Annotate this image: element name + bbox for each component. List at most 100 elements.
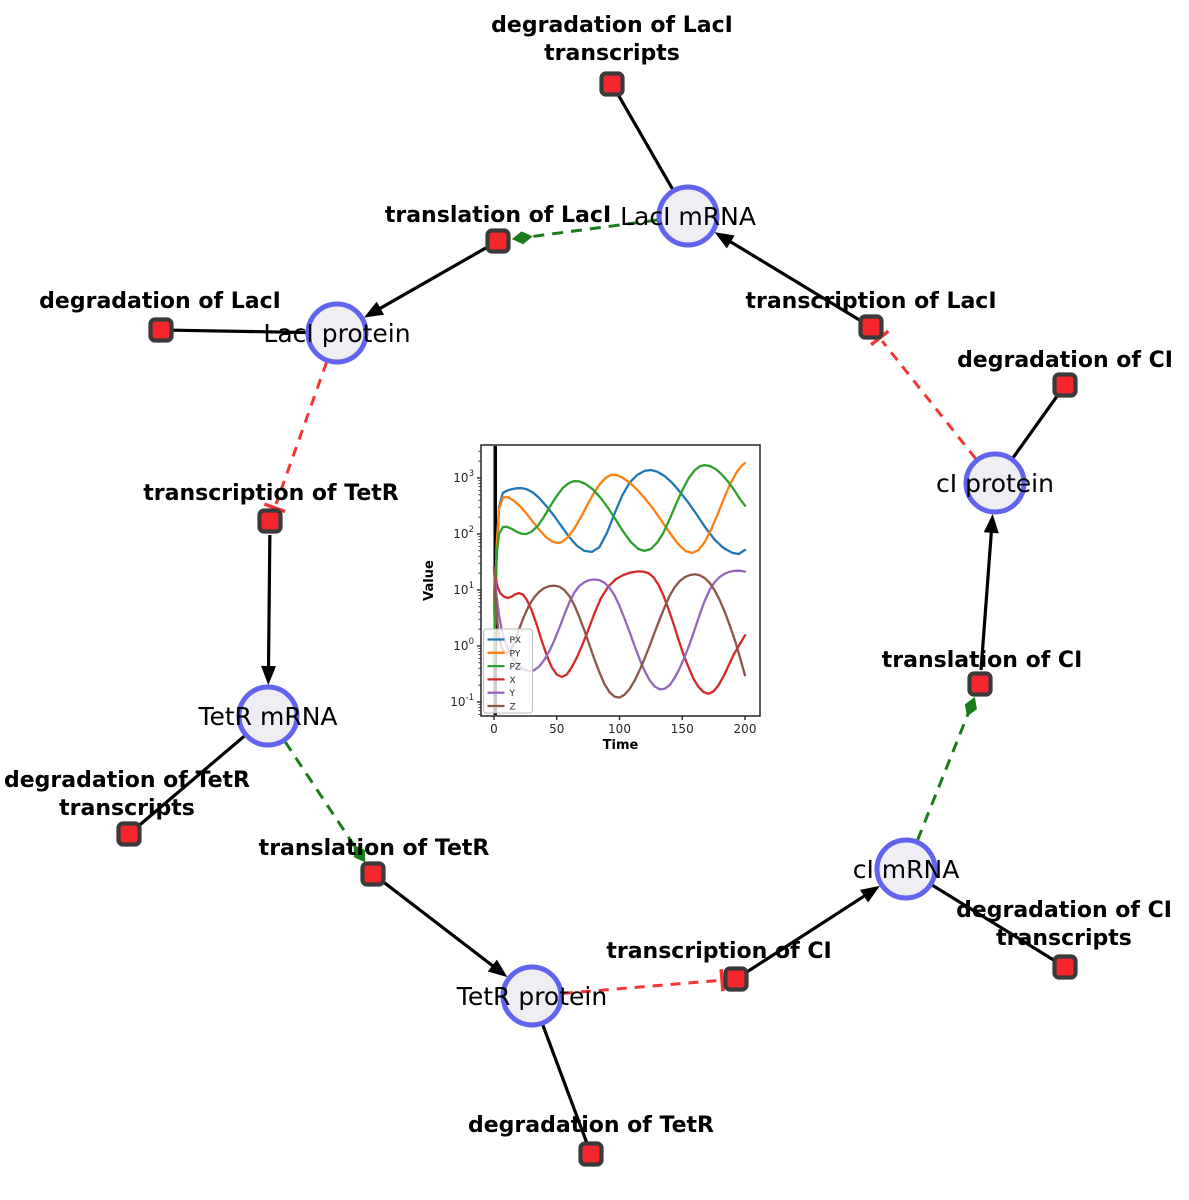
product-edge: [727, 239, 860, 322]
species-label-tetr_mrna: TetR mRNA: [197, 702, 337, 731]
reaction-node-deg_ci: [1052, 372, 1078, 398]
modifier-edge: [529, 218, 658, 239]
edge-tetr_mrna-deg_tetr_tx: [137, 734, 246, 828]
reaction-node-deg_ci_tx: [1052, 954, 1078, 980]
edge-laci_protein-deg_laci: [172, 328, 307, 335]
chart-legend: PX PY PZ XYZ: [483, 628, 533, 714]
chart-series-PY: [492, 461, 747, 665]
legend-label-PY: PY: [510, 649, 521, 659]
edge-tetr_protein-deg_tetr: [541, 1024, 589, 1144]
edge-tetr_mrna-tl_tetr: [283, 740, 366, 863]
edge-ci_mrna-tl_ci: [916, 696, 977, 841]
legend-label-X: X: [510, 676, 516, 686]
modifier-edge: [916, 713, 970, 841]
reaction-node-tl_ci: [967, 671, 993, 697]
reaction-node-deg_laci: [148, 317, 174, 343]
modifier-edge: [283, 740, 357, 849]
reaction-node-tx_laci: [858, 314, 884, 340]
nodes-layer: [116, 71, 1078, 1167]
diamond-arrowhead-icon: [353, 844, 366, 863]
reactant-edge: [1011, 393, 1060, 459]
chart-x-axis: 0 50 100 150 200: [490, 716, 756, 736]
x-tick-label: 50: [549, 722, 564, 736]
arrowhead-icon: [261, 665, 277, 686]
reactant-edge: [137, 734, 246, 828]
reactant-edge: [541, 1024, 589, 1144]
reaction-label-deg_laci_tx: degradation of LacI transcripts: [491, 13, 733, 66]
x-tick-label: 100: [608, 722, 631, 736]
product-edge: [266, 534, 272, 670]
species-node-ci_mrna: [874, 837, 938, 901]
species-node-laci_protein: [305, 301, 369, 365]
product-edge: [746, 893, 868, 973]
reaction-node-tl_tetr: [360, 861, 386, 887]
edge-laci_protein-tx_tetr: [263, 361, 329, 514]
product-edge: [383, 881, 496, 969]
reaction-label-tl_laci: translation of LacI: [385, 203, 611, 228]
reaction-node-tx_ci: [723, 966, 749, 992]
species-node-tetr_mrna: [236, 684, 300, 748]
x-axis-title: Time: [603, 738, 639, 753]
chart-series-PZ: [492, 463, 747, 665]
species-node-ci_protein: [963, 451, 1027, 515]
edge-tx_tetr-tetr_mrna: [261, 534, 277, 686]
y-tick-label: 101: [453, 581, 474, 597]
reaction-label-deg_laci: degradation of LacI: [39, 289, 281, 314]
reactant-edge: [931, 883, 1056, 963]
edge-tetr_protein-tx_ci: [562, 969, 725, 995]
y-tick-label: 103: [453, 469, 474, 485]
chart-series-PX: [492, 468, 747, 665]
legend-label-PX: PX: [510, 636, 522, 646]
y-tick-label: 102: [453, 525, 474, 541]
labels-layer: LacI mRNA LacI protein TetR mRNA TetR prote…: [4, 13, 1173, 1138]
edge-tl_laci-laci_protein: [363, 246, 487, 318]
species-label-laci_mrna: LacI mRNA: [620, 202, 756, 231]
chart-y-axis: 10-1 100 101 102 103: [450, 450, 481, 715]
reaction-node-tx_tetr: [257, 508, 283, 534]
inhibition-edge: [562, 978, 719, 995]
edge-tx_ci-ci_mrna: [746, 885, 880, 973]
legend-box: [483, 628, 533, 714]
arrowhead-icon: [983, 513, 999, 534]
edge-ci_mrna-deg_ci_tx: [931, 883, 1056, 963]
inhibition-edge: [274, 361, 329, 505]
edge-tx_laci-laci_mrna: [714, 232, 860, 322]
edge-laci_mrna-tl_laci: [511, 218, 658, 245]
edge-ci_protein-deg_ci: [1011, 393, 1060, 459]
reaction-label-deg_tetr_tx: degradation of TetR transcripts: [4, 768, 250, 821]
inhibitor-tbar-icon: [263, 502, 286, 514]
species-label-ci_mrna: cI mRNA: [853, 855, 960, 884]
reaction-node-deg_tetr_tx: [116, 821, 142, 847]
arrowhead-icon: [714, 232, 735, 249]
species-node-laci_mrna: [656, 184, 720, 248]
arrowhead-icon: [487, 959, 508, 978]
inhibition-edge: [881, 340, 977, 460]
x-tick-label: 150: [671, 722, 694, 736]
reaction-node-deg_laci_tx: [599, 71, 625, 97]
edge-laci_mrna-deg_laci_tx: [616, 93, 674, 190]
species-node-tetr_protein: [500, 964, 564, 1028]
reaction-node-tl_laci: [485, 228, 511, 254]
species-label-ci_protein: cI protein: [936, 469, 1054, 498]
reaction-label-tl_tetr: translation of TetR: [259, 836, 490, 861]
reaction-label-deg_ci_tx: degradation of CI transcripts: [956, 898, 1172, 951]
reaction-label-deg_ci: degradation of CI: [957, 348, 1173, 373]
species-label-laci_protein: LacI protein: [263, 319, 410, 348]
edges-layer: [137, 93, 1060, 1144]
y-tick-label: 10-1: [450, 693, 474, 709]
x-tick-label: 200: [734, 722, 757, 736]
inhibitor-tbar-icon: [719, 969, 725, 992]
reaction-label-tx_laci: transcription of LacI: [745, 289, 996, 314]
reaction-label-tx_ci: transcription of CI: [606, 939, 831, 964]
y-axis-title: Value: [422, 560, 437, 601]
product-edge: [979, 529, 994, 671]
y-tick-label: 100: [453, 637, 474, 653]
reaction-label-tl_ci: translation of CI: [882, 648, 1083, 673]
legend-label-Y: Y: [509, 689, 516, 699]
reaction-label-deg_tetr: degradation of TetR: [468, 1113, 714, 1138]
legend-label-PZ: PZ: [510, 663, 522, 673]
reaction-label-tx_tetr: transcription of TetR: [143, 481, 399, 506]
